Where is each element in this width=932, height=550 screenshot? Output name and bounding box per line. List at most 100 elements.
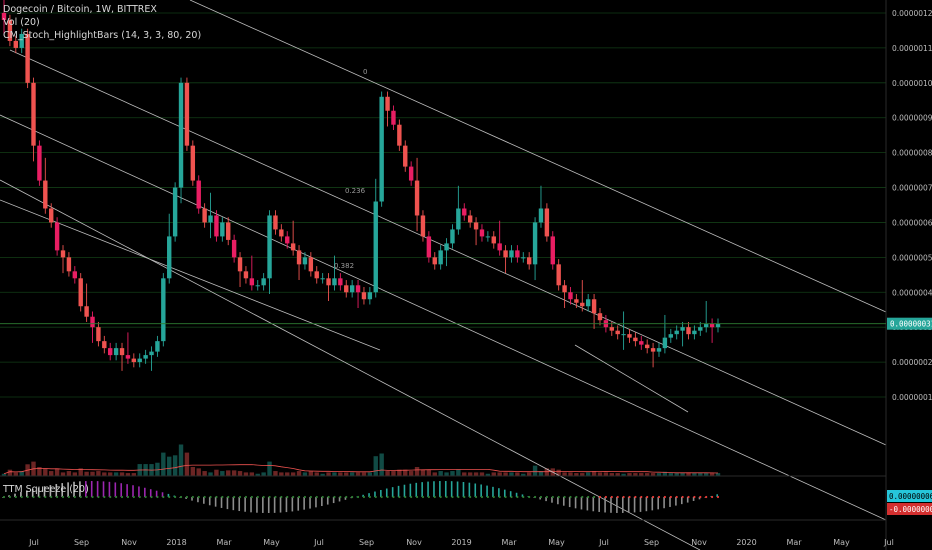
squeeze-tag-neg-bg [887, 503, 932, 515]
squeeze-bar [250, 497, 252, 513]
volume-bar [320, 473, 325, 476]
squeeze-bar [155, 490, 158, 497]
squeeze-dot [433, 495, 436, 499]
squeeze-dot [480, 495, 484, 499]
candle-body [1, 13, 7, 20]
squeeze-dot [587, 495, 590, 499]
squeeze-dot [286, 495, 289, 499]
volume-bar [532, 465, 538, 476]
candle-body [680, 327, 685, 331]
volume-bar [627, 473, 632, 476]
candle-body [31, 82, 36, 146]
squeeze-bar [568, 497, 571, 508]
candle-body [96, 327, 101, 342]
squeeze-dot [333, 495, 336, 499]
volume-bar [668, 473, 673, 476]
squeeze-dot [592, 495, 596, 499]
volume-bar [444, 472, 449, 476]
squeeze-bar [498, 488, 500, 497]
squeeze-dot [657, 495, 661, 499]
candle-body [597, 313, 603, 321]
squeeze-bar [651, 497, 654, 511]
squeeze-dot [14, 495, 17, 499]
squeeze-bar [214, 497, 217, 507]
horizontal-grid [0, 12, 886, 398]
regression-channels [0, 0, 887, 550]
volume-bar [609, 473, 614, 476]
squeeze-dot [533, 495, 537, 499]
squeeze-dot [510, 495, 513, 499]
volume-bar [503, 472, 508, 476]
volume-bar [473, 472, 479, 476]
squeeze-bar [321, 497, 323, 507]
squeeze-bar [108, 481, 111, 497]
date-tick-label: Sep [644, 538, 659, 547]
squeeze-dot [85, 495, 88, 499]
squeeze-bar [385, 488, 388, 497]
volume-bar [509, 472, 514, 476]
squeeze-dot [233, 495, 236, 499]
squeeze-dot [109, 495, 112, 499]
squeeze-dot [79, 495, 82, 499]
volume-bar [521, 473, 526, 476]
squeeze-bar [539, 497, 541, 500]
volume-bar [644, 473, 650, 476]
squeeze-dot [710, 495, 714, 499]
squeeze-bar [185, 497, 187, 499]
volume-bar [379, 453, 384, 476]
squeeze-bar [415, 482, 418, 497]
candle-body [290, 243, 296, 251]
volume-bar [349, 472, 355, 476]
volume-bar [161, 452, 166, 476]
volume-bar [184, 452, 190, 476]
squeeze-dot [144, 495, 147, 499]
candle-body [668, 334, 673, 338]
current-price-tag: 0.00000031 [890, 320, 932, 329]
candle-body [627, 334, 632, 338]
squeeze-dot [103, 495, 106, 499]
squeeze-bar [468, 482, 471, 497]
volume-bar [72, 472, 78, 476]
candle-body [285, 236, 290, 244]
candle-body [526, 257, 532, 265]
squeeze-dot [268, 495, 271, 499]
squeeze-bar [639, 497, 642, 512]
squeeze-bar [580, 497, 583, 510]
squeeze-bar [167, 493, 170, 497]
squeeze-bar [279, 497, 282, 513]
date-tick-label: Jul [313, 538, 324, 547]
squeeze-dot [545, 495, 548, 499]
fib-level-label: 0.382 [334, 262, 354, 270]
squeeze-dot [250, 495, 253, 499]
squeeze-dot [474, 495, 478, 499]
squeeze-dot [73, 495, 76, 499]
candle-body [249, 278, 255, 286]
volume-bar [54, 468, 60, 476]
volume-bar [90, 471, 95, 476]
squeeze-bar [120, 483, 123, 497]
volume-bar [308, 471, 314, 476]
date-tick-label: Jul [883, 538, 894, 547]
squeeze-bar [43, 486, 46, 497]
squeeze-dot [67, 495, 71, 499]
squeeze-bar [256, 497, 258, 513]
squeeze-dot [61, 495, 65, 499]
candle-body [72, 271, 78, 279]
candle-body [355, 285, 361, 293]
squeeze-bar [203, 497, 205, 504]
squeeze-dot [132, 495, 135, 499]
date-tick-label: 2019 [451, 538, 471, 547]
candle-body [255, 285, 260, 287]
candle-body [208, 215, 213, 223]
squeeze-dot [504, 495, 507, 499]
squeeze-bar [102, 481, 105, 497]
squeeze-bar [616, 497, 618, 513]
candle-body [66, 257, 72, 272]
volume-bar [172, 455, 178, 476]
volume-bar [113, 472, 119, 476]
volume-bar [591, 471, 597, 476]
